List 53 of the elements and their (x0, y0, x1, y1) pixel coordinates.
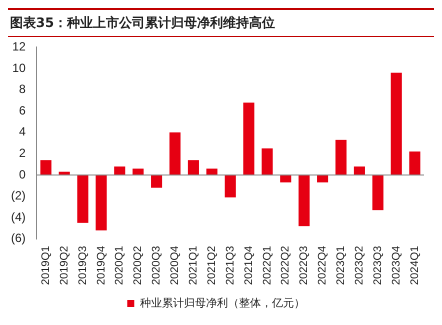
bar (206, 168, 218, 175)
x-tick-label: 2019Q3 (76, 246, 89, 286)
bar (390, 72, 402, 175)
bar (280, 174, 292, 182)
bar (372, 174, 384, 210)
x-tick-label: 2022Q4 (316, 246, 329, 286)
bar (151, 174, 162, 188)
bar (96, 174, 107, 230)
x-tick-label: 2020Q2 (132, 246, 144, 286)
x-tick-label: 2022Q1 (261, 246, 274, 286)
bar (317, 174, 328, 182)
x-tick-label: 2019Q4 (95, 246, 108, 286)
bar (298, 174, 310, 226)
bar (77, 174, 88, 223)
x-tick-label: 2022Q3 (298, 246, 310, 286)
y-tick-label: 0 (18, 167, 26, 182)
y-tick-label: 10 (12, 60, 26, 75)
x-tick-label: 2023Q2 (353, 246, 366, 286)
bar (188, 160, 199, 175)
x-tick-label: 2023Q1 (335, 246, 348, 286)
bar (335, 140, 347, 175)
x-tick-label: 2023Q3 (372, 246, 384, 286)
x-tick-label: 2020Q4 (169, 246, 182, 286)
x-tick-label: 2021Q3 (224, 246, 236, 286)
x-tick-label: 2021Q2 (206, 246, 218, 286)
bar (169, 132, 181, 175)
x-tick-label: 2020Q1 (114, 246, 126, 286)
x-tick-label: 2024Q1 (408, 246, 421, 286)
y-tick-label: (4) (10, 210, 26, 224)
x-tick-label: 2019Q2 (58, 246, 70, 286)
bar (243, 102, 254, 175)
y-tick-label: 6 (18, 103, 26, 118)
bar (262, 148, 273, 175)
y-tick-label: 8 (18, 82, 26, 96)
bar (224, 174, 236, 198)
x-tick-label: 2021Q4 (242, 246, 255, 286)
y-tick-label: 4 (18, 124, 26, 139)
bar (132, 168, 144, 175)
legend-label: 种业累计归母净利（整体，亿元） (140, 296, 305, 310)
bar (40, 160, 52, 175)
chart-title: 图表35：种业上市公司累计归母净利维持高位 (8, 8, 434, 37)
x-tick-label: 2019Q1 (40, 246, 52, 286)
bar (409, 152, 420, 175)
bar (114, 166, 126, 175)
x-tick-label: 2021Q1 (187, 246, 200, 286)
x-tick-label: 2020Q3 (150, 246, 163, 286)
x-tick-label: 2023Q4 (390, 246, 402, 286)
y-tick-label: (2) (10, 188, 26, 203)
y-tick-label: 12 (12, 40, 26, 54)
y-tick-label: 2 (18, 146, 26, 160)
bar (354, 166, 365, 175)
y-tick-label: (6) (10, 231, 26, 246)
x-tick-label: 2022Q2 (280, 246, 292, 286)
